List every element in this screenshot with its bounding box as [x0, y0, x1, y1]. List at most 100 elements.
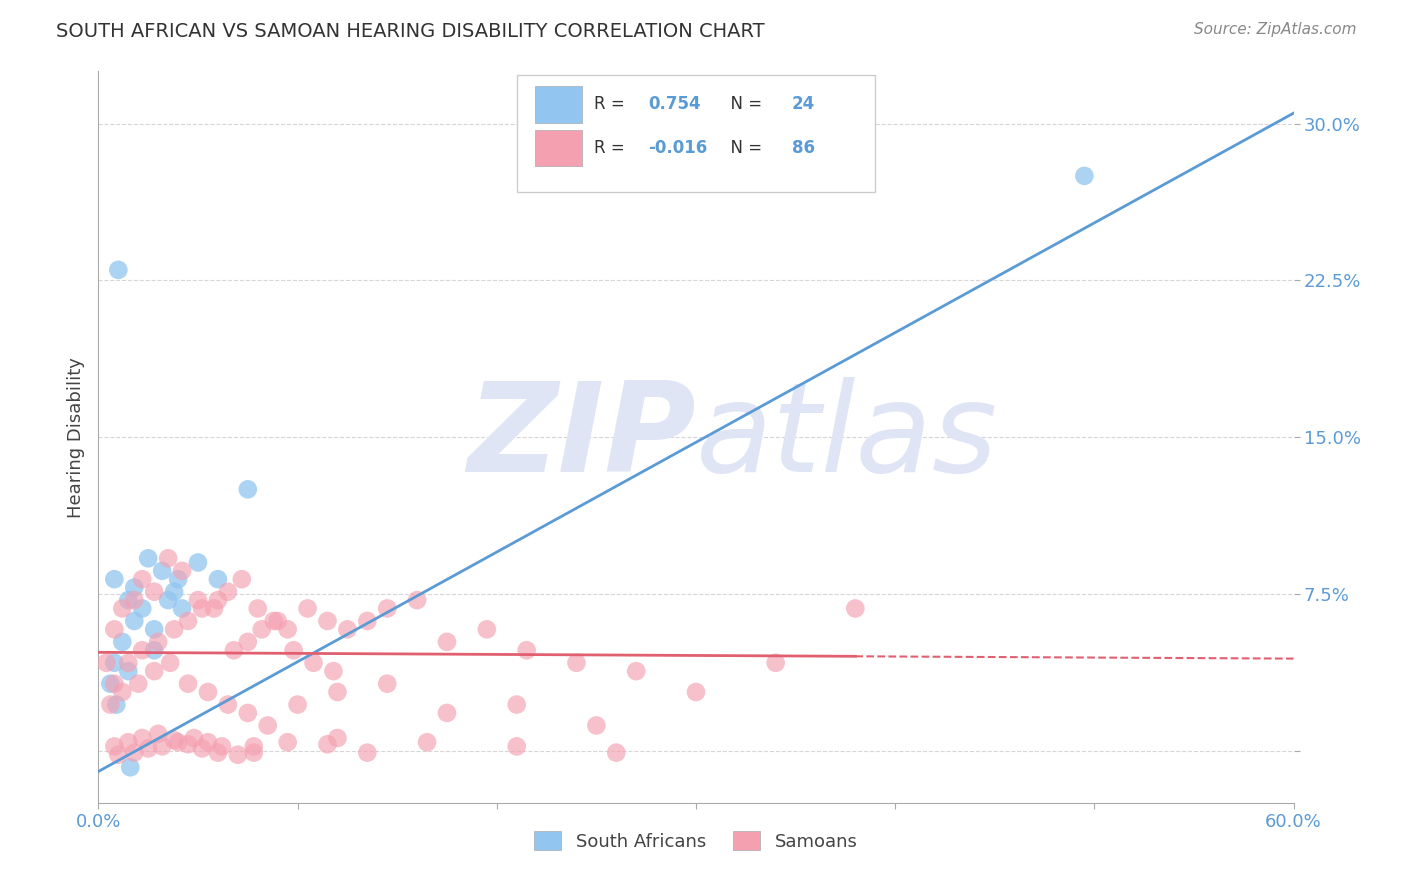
Point [236, 635, 259, 649]
FancyBboxPatch shape [534, 130, 582, 167]
Point [277, 735, 299, 749]
Point [375, 601, 398, 615]
Point [143, 623, 166, 637]
Point [283, 643, 305, 657]
Point [163, 733, 186, 747]
Point [131, 731, 153, 745]
Point [406, 593, 429, 607]
Point [98, 676, 122, 690]
Point [98, 698, 122, 712]
Point [250, 623, 273, 637]
Text: atlas: atlas [696, 376, 998, 498]
Point [124, 581, 146, 595]
Point [103, 676, 125, 690]
Point [316, 737, 339, 751]
Point [202, 601, 225, 615]
Point [207, 572, 229, 586]
Point [103, 656, 125, 670]
Point [585, 718, 607, 732]
Point [143, 584, 166, 599]
Point [131, 643, 153, 657]
Point [375, 676, 398, 690]
Point [207, 746, 229, 760]
Point [107, 747, 129, 762]
Point [163, 623, 186, 637]
Point [626, 664, 648, 678]
Point [127, 676, 149, 690]
Text: 24: 24 [792, 95, 815, 113]
Point [124, 746, 146, 760]
Point [516, 643, 538, 657]
Point [326, 731, 349, 745]
Point [217, 584, 239, 599]
Point [111, 685, 134, 699]
Point [124, 614, 146, 628]
Point [187, 556, 209, 570]
Point [103, 623, 125, 637]
Point [436, 635, 458, 649]
Point [316, 614, 339, 628]
Point [263, 614, 285, 628]
Text: N =: N = [720, 95, 768, 113]
Point [765, 656, 787, 670]
Point [105, 698, 128, 712]
Text: Source: ZipAtlas.com: Source: ZipAtlas.com [1194, 22, 1357, 37]
Point [416, 735, 439, 749]
Point [131, 572, 153, 586]
Point [256, 718, 278, 732]
Point [191, 601, 214, 615]
Text: 86: 86 [792, 139, 814, 157]
Point [136, 741, 159, 756]
Point [150, 739, 173, 754]
Point [844, 601, 866, 615]
Point [297, 601, 319, 615]
Point [163, 584, 186, 599]
Point [236, 706, 259, 720]
Point [356, 746, 378, 760]
Point [172, 564, 194, 578]
Point [217, 698, 239, 712]
Point [107, 263, 129, 277]
Point [287, 698, 309, 712]
Point [326, 685, 349, 699]
Text: R =: R = [595, 95, 630, 113]
Point [157, 551, 180, 566]
Text: SOUTH AFRICAN VS SAMOAN HEARING DISABILITY CORRELATION CHART: SOUTH AFRICAN VS SAMOAN HEARING DISABILI… [56, 22, 765, 41]
Point [159, 656, 181, 670]
Point [103, 739, 125, 754]
Y-axis label: Hearing Disability: Hearing Disability [66, 357, 84, 517]
Point [243, 739, 266, 754]
Point [131, 601, 153, 615]
Point [148, 635, 170, 649]
Point [197, 685, 219, 699]
Point [226, 747, 249, 762]
Point [167, 572, 190, 586]
Legend: South Africans, Samoans: South Africans, Samoans [526, 822, 866, 860]
Text: -0.016: -0.016 [648, 139, 707, 157]
Point [191, 741, 214, 756]
FancyBboxPatch shape [534, 86, 582, 122]
Point [356, 614, 378, 628]
Point [117, 593, 139, 607]
Point [183, 731, 205, 745]
Point [1073, 169, 1095, 183]
Point [207, 593, 229, 607]
Point [436, 706, 458, 720]
Point [267, 614, 290, 628]
Point [143, 664, 166, 678]
Point [187, 593, 209, 607]
Point [120, 760, 142, 774]
Point [143, 643, 166, 657]
Point [117, 664, 139, 678]
Point [475, 623, 498, 637]
Point [117, 656, 139, 670]
Point [277, 623, 299, 637]
Point [124, 593, 146, 607]
Point [177, 614, 200, 628]
Point [243, 746, 266, 760]
Point [222, 643, 245, 657]
Point [302, 656, 325, 670]
Point [246, 601, 269, 615]
Point [336, 623, 359, 637]
Point [96, 656, 118, 670]
